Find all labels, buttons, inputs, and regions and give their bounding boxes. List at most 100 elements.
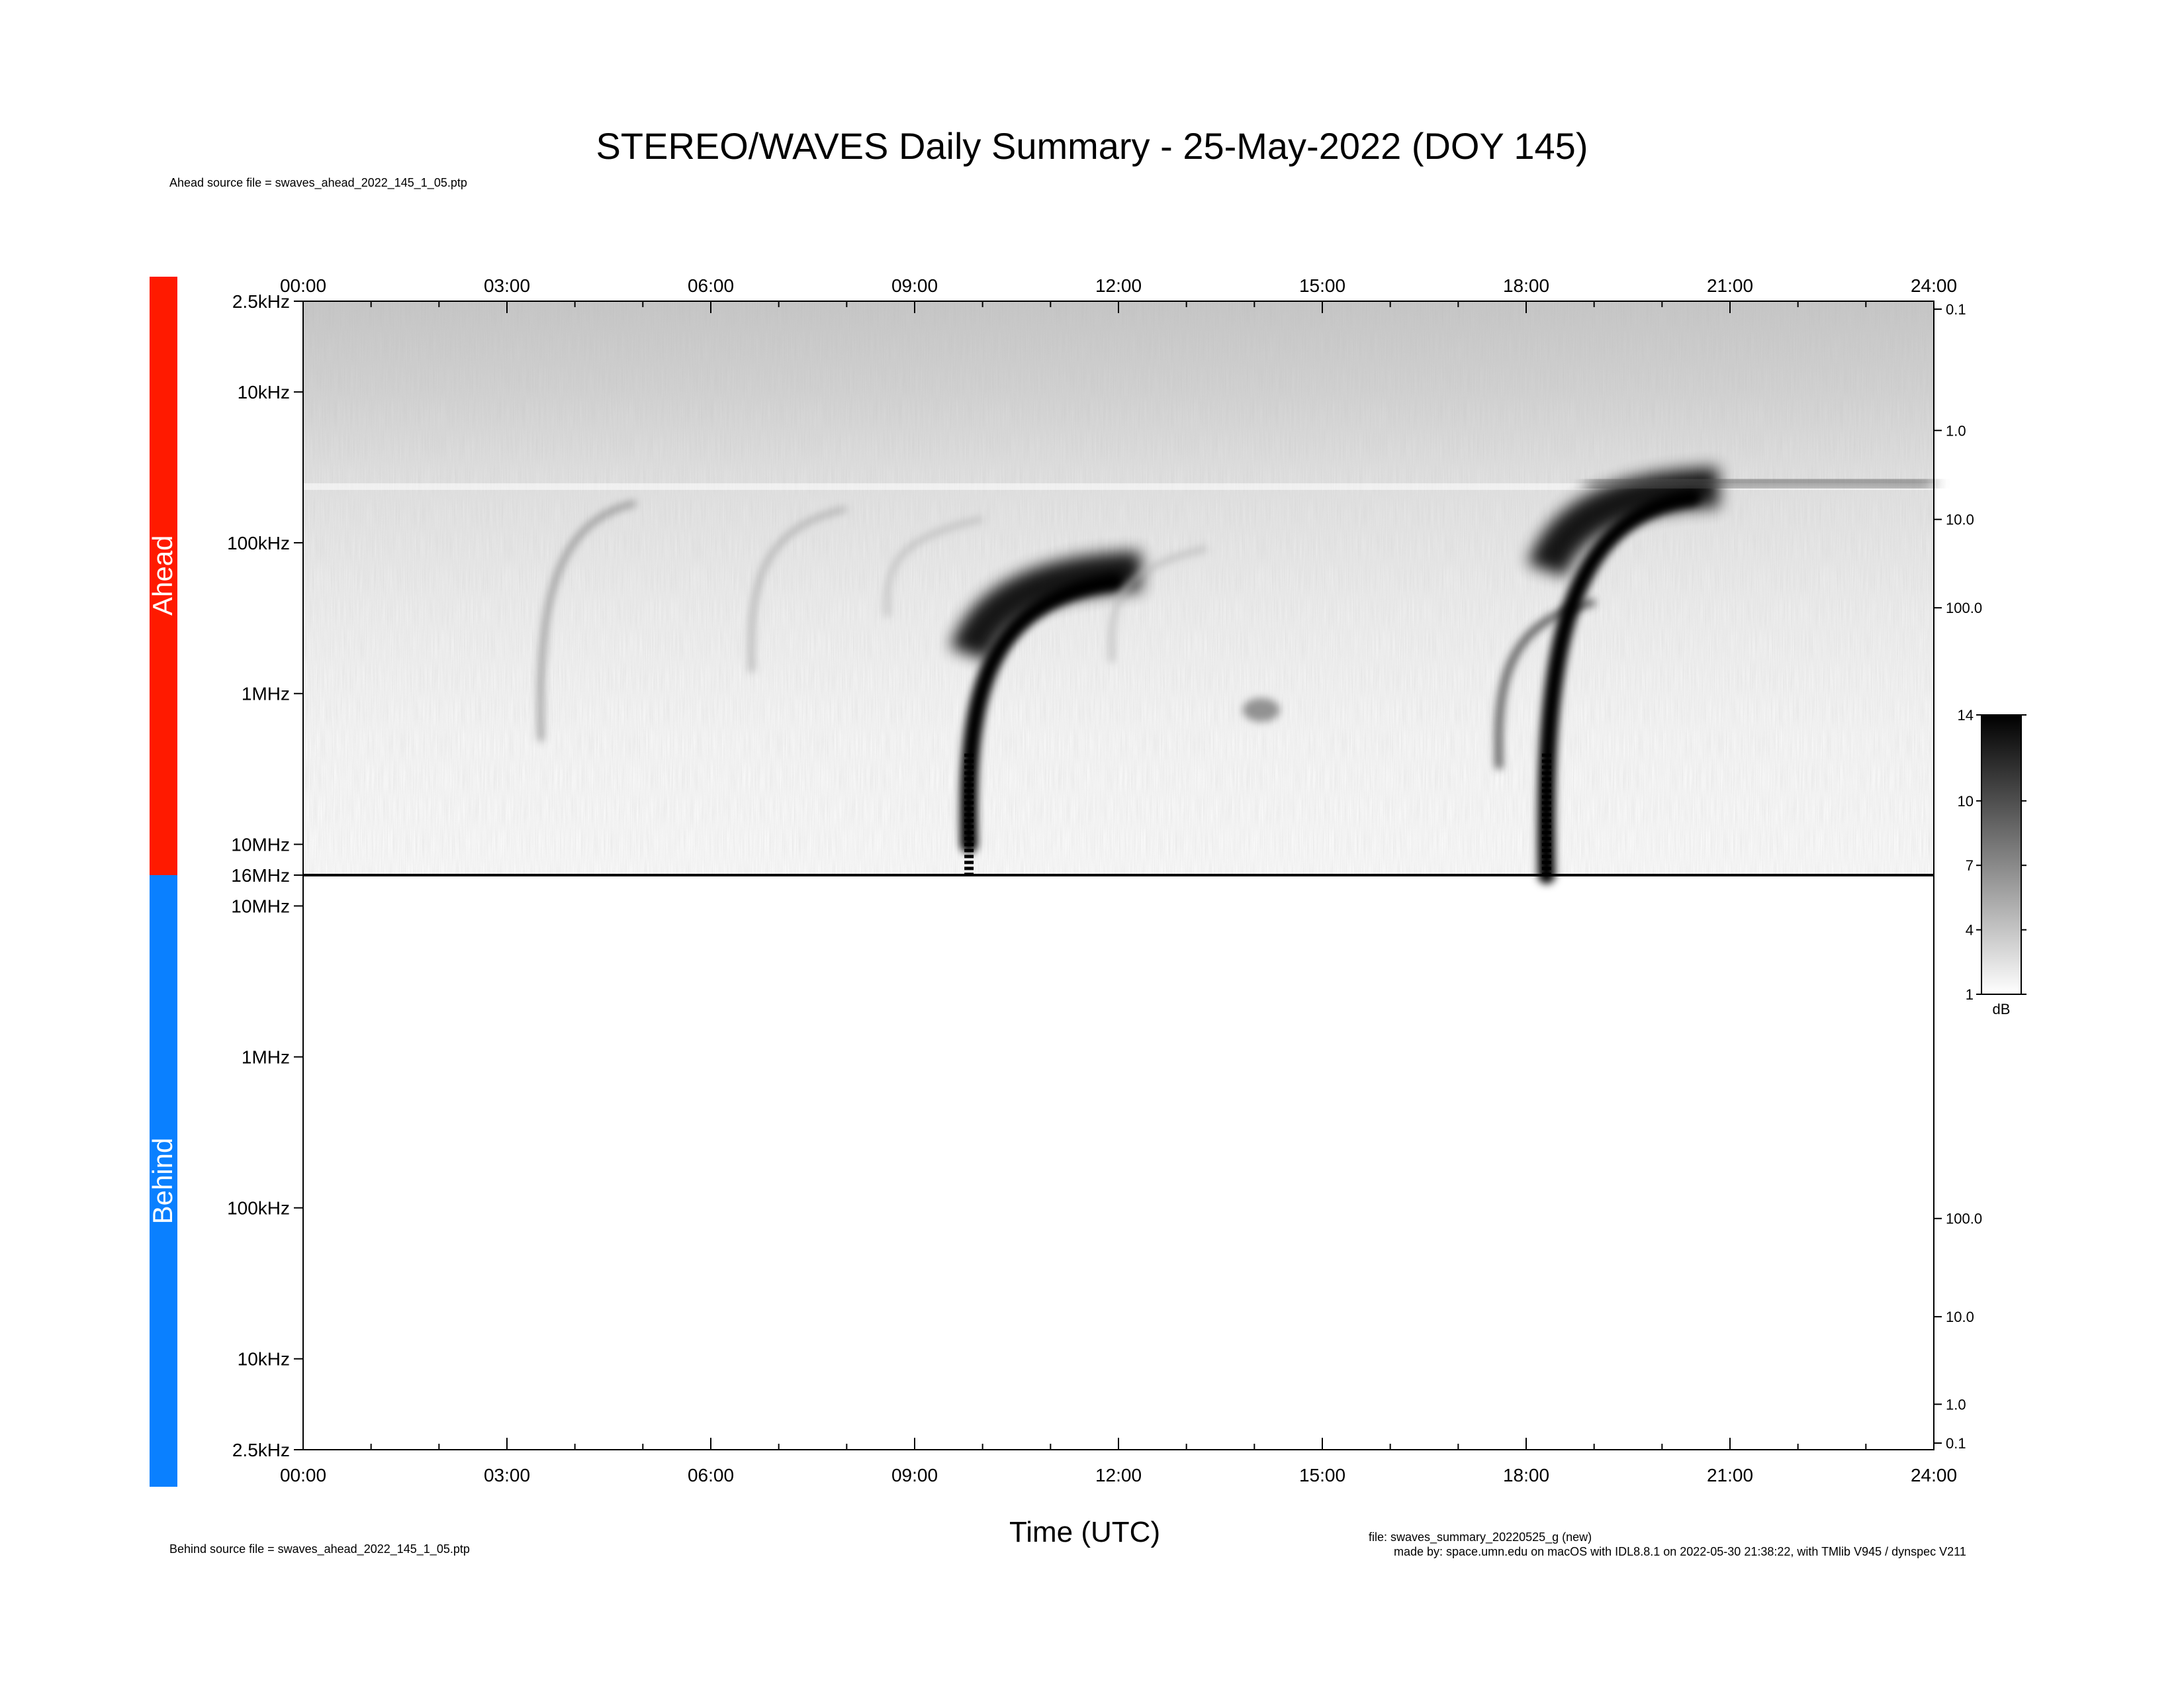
behind-frame xyxy=(302,874,1934,1450)
striation-mark xyxy=(964,825,974,829)
ahead-source-file: Ahead source file = swaves_ahead_2022_14… xyxy=(169,176,467,189)
burst-mark xyxy=(1109,546,1207,663)
x-tick-label-top: 06:00 xyxy=(688,275,734,296)
x-tick-label-bottom: 09:00 xyxy=(891,1465,938,1485)
ahead-y-tick-label: 10kHz xyxy=(238,382,290,402)
x-tick-label-top: 09:00 xyxy=(891,275,938,296)
striation-mark xyxy=(964,801,974,805)
striation-mark xyxy=(1541,765,1551,769)
x-tick-label-bottom: 00:00 xyxy=(280,1465,326,1485)
striation-mark xyxy=(1541,813,1551,817)
burst-mark xyxy=(884,516,983,618)
striation-mark xyxy=(964,771,974,775)
striation-mark xyxy=(964,765,974,769)
behind-y-tick-label: 1MHz xyxy=(242,1047,290,1068)
striation-mark xyxy=(964,777,974,781)
striation-mark xyxy=(964,789,974,793)
x-tick-label-top: 12:00 xyxy=(1095,275,1142,296)
striation-mark xyxy=(1541,771,1551,775)
burst-envelope-mark xyxy=(950,551,1142,661)
x-tick-label-top: 21:00 xyxy=(1707,275,1753,296)
striation-mark xyxy=(1541,783,1551,787)
striation-mark xyxy=(1541,789,1551,793)
x-tick-label-bottom: 21:00 xyxy=(1707,1465,1753,1485)
striation-mark xyxy=(964,753,974,757)
striation-mark xyxy=(964,861,974,865)
behind-panel-bar: Behind xyxy=(147,875,178,1487)
colorbar xyxy=(1981,714,2022,995)
behind-y-tick-label: 100kHz xyxy=(227,1198,290,1219)
striation-mark xyxy=(964,783,974,787)
colorbar-gradient xyxy=(1981,714,2022,995)
colorbar-tick-label: 10 xyxy=(1958,793,1974,810)
striation-mark xyxy=(1541,849,1551,853)
chart-title: STEREO/WAVES Daily Summary - 25-May-2022… xyxy=(596,125,1588,167)
ahead-y-tick-label: 16MHz xyxy=(231,865,290,886)
ahead-y-tick-label: 2.5kHz xyxy=(232,291,290,312)
striation-mark xyxy=(964,867,974,870)
ahead-right-tick-label: 1.0 xyxy=(1946,422,1966,439)
striation-mark xyxy=(1541,795,1551,799)
footer-made-by-line: made by: space.umn.edu on macOS with IDL… xyxy=(1394,1545,1966,1558)
striation-mark xyxy=(1541,843,1551,847)
striation-mark xyxy=(964,795,974,799)
x-axis-label: Time (UTC) xyxy=(1009,1516,1161,1548)
ahead-right-tick-label: 10.0 xyxy=(1946,512,1974,528)
behind-right-tick-label: 0.1 xyxy=(1946,1435,1966,1452)
striation-mark xyxy=(964,843,974,847)
striation-mark xyxy=(1541,759,1551,763)
colorbar-tick-label: 7 xyxy=(1966,857,1974,874)
x-tick-label-top: 18:00 xyxy=(1503,275,1549,296)
behind-y-tick-label: 10MHz xyxy=(231,896,290,917)
behind-right-tick-label: 1.0 xyxy=(1946,1396,1966,1413)
behind-right-tick-label: 100.0 xyxy=(1946,1211,1982,1227)
x-tick-label-top: 24:00 xyxy=(1911,275,1957,296)
striation-mark xyxy=(1541,819,1551,823)
x-tick-label-bottom: 03:00 xyxy=(484,1465,530,1485)
striation-mark xyxy=(1541,867,1551,870)
ahead-y-tick-label: 100kHz xyxy=(227,533,290,553)
axes-layer: 00:00 00:00 03:00 03:00 06:00 06:00 09:00 09:00… xyxy=(227,275,1982,1485)
striation-mark xyxy=(1541,801,1551,805)
x-tick-label-bottom: 12:00 xyxy=(1095,1465,1142,1485)
behind-y-tick-label: 2.5kHz xyxy=(232,1440,290,1460)
striation-mark xyxy=(964,855,974,859)
striation-mark xyxy=(1541,825,1551,829)
striation-mark xyxy=(964,807,974,811)
burst-mark xyxy=(537,500,637,742)
behind-y-tick-label: 10kHz xyxy=(238,1349,290,1370)
x-tick-label-bottom: 24:00 xyxy=(1911,1465,1957,1485)
x-tick-label-top: 15:00 xyxy=(1299,275,1345,296)
ahead-events-layer xyxy=(537,467,1934,884)
burst-tail-mark xyxy=(1586,474,1934,494)
striation-mark xyxy=(964,831,974,835)
striation-mark xyxy=(964,759,974,763)
colorbar-unit-label: dB xyxy=(1993,1001,2011,1017)
striation-mark xyxy=(1541,831,1551,835)
burst-mark xyxy=(749,506,847,673)
ahead-y-tick-label: 1MHz xyxy=(242,684,290,704)
striation-mark xyxy=(1541,807,1551,811)
x-tick-label-top: 03:00 xyxy=(484,275,530,296)
radio-patch-mark xyxy=(1242,698,1280,722)
striation-mark xyxy=(964,819,974,823)
x-tick-label-bottom: 06:00 xyxy=(688,1465,734,1485)
x-tick-label-bottom: 18:00 xyxy=(1503,1465,1549,1485)
striation-mark xyxy=(964,837,974,841)
striation-mark xyxy=(964,849,974,853)
x-tick-label-top: 00:00 xyxy=(280,275,326,296)
colorbar-tick-label: 14 xyxy=(1958,707,1974,724)
footer-file-line: file: swaves_summary_20220525_g (new) xyxy=(1369,1530,1592,1544)
striation-mark xyxy=(1541,777,1551,781)
striation-mark xyxy=(964,813,974,817)
striation-mark xyxy=(1541,753,1551,757)
ahead-y-tick-label: 10MHz xyxy=(231,835,290,855)
ahead-right-tick-label: 100.0 xyxy=(1946,600,1982,616)
x-tick-label-bottom: 15:00 xyxy=(1299,1465,1345,1485)
colorbar-tick-label: 4 xyxy=(1966,922,1974,939)
behind-source-file: Behind source file = swaves_ahead_2022_1… xyxy=(169,1542,470,1556)
ahead-panel-bar: Ahead xyxy=(147,277,178,875)
ahead-right-tick-label: 0.1 xyxy=(1946,301,1966,318)
colorbar-labels: 14 10 7 4 1 dB xyxy=(1958,707,2026,1017)
